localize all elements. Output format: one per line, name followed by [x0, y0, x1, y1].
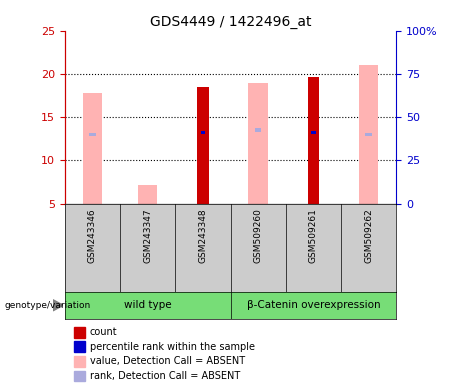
Bar — [310, 132, 317, 136]
Bar — [200, 152, 206, 156]
Bar — [366, 132, 372, 136]
Bar — [248, 83, 268, 204]
Bar — [89, 132, 95, 136]
Text: value, Detection Call = ABSENT: value, Detection Call = ABSENT — [90, 356, 245, 366]
Text: GSM509260: GSM509260 — [254, 208, 263, 263]
Text: genotype/variation: genotype/variation — [5, 301, 91, 310]
Text: GSM509261: GSM509261 — [309, 208, 318, 263]
Text: rank, Detection Call = ABSENT: rank, Detection Call = ABSENT — [90, 371, 240, 381]
Text: β-Catenin overexpression: β-Catenin overexpression — [247, 300, 380, 310]
Text: GDS4449 / 1422496_at: GDS4449 / 1422496_at — [150, 15, 311, 29]
Bar — [255, 128, 261, 132]
Text: wild type: wild type — [124, 300, 171, 310]
Text: GSM243348: GSM243348 — [198, 208, 207, 263]
Bar — [307, 76, 319, 204]
Text: percentile rank within the sample: percentile rank within the sample — [90, 342, 255, 352]
Text: GSM243347: GSM243347 — [143, 208, 152, 263]
Bar — [197, 87, 209, 204]
Polygon shape — [53, 300, 63, 311]
Bar — [83, 93, 102, 204]
Bar — [201, 131, 205, 134]
Text: GSM509262: GSM509262 — [364, 208, 373, 263]
Text: count: count — [90, 327, 118, 337]
Bar — [359, 65, 378, 204]
Bar — [311, 131, 316, 134]
Bar — [138, 185, 157, 204]
Text: GSM243346: GSM243346 — [88, 208, 97, 263]
